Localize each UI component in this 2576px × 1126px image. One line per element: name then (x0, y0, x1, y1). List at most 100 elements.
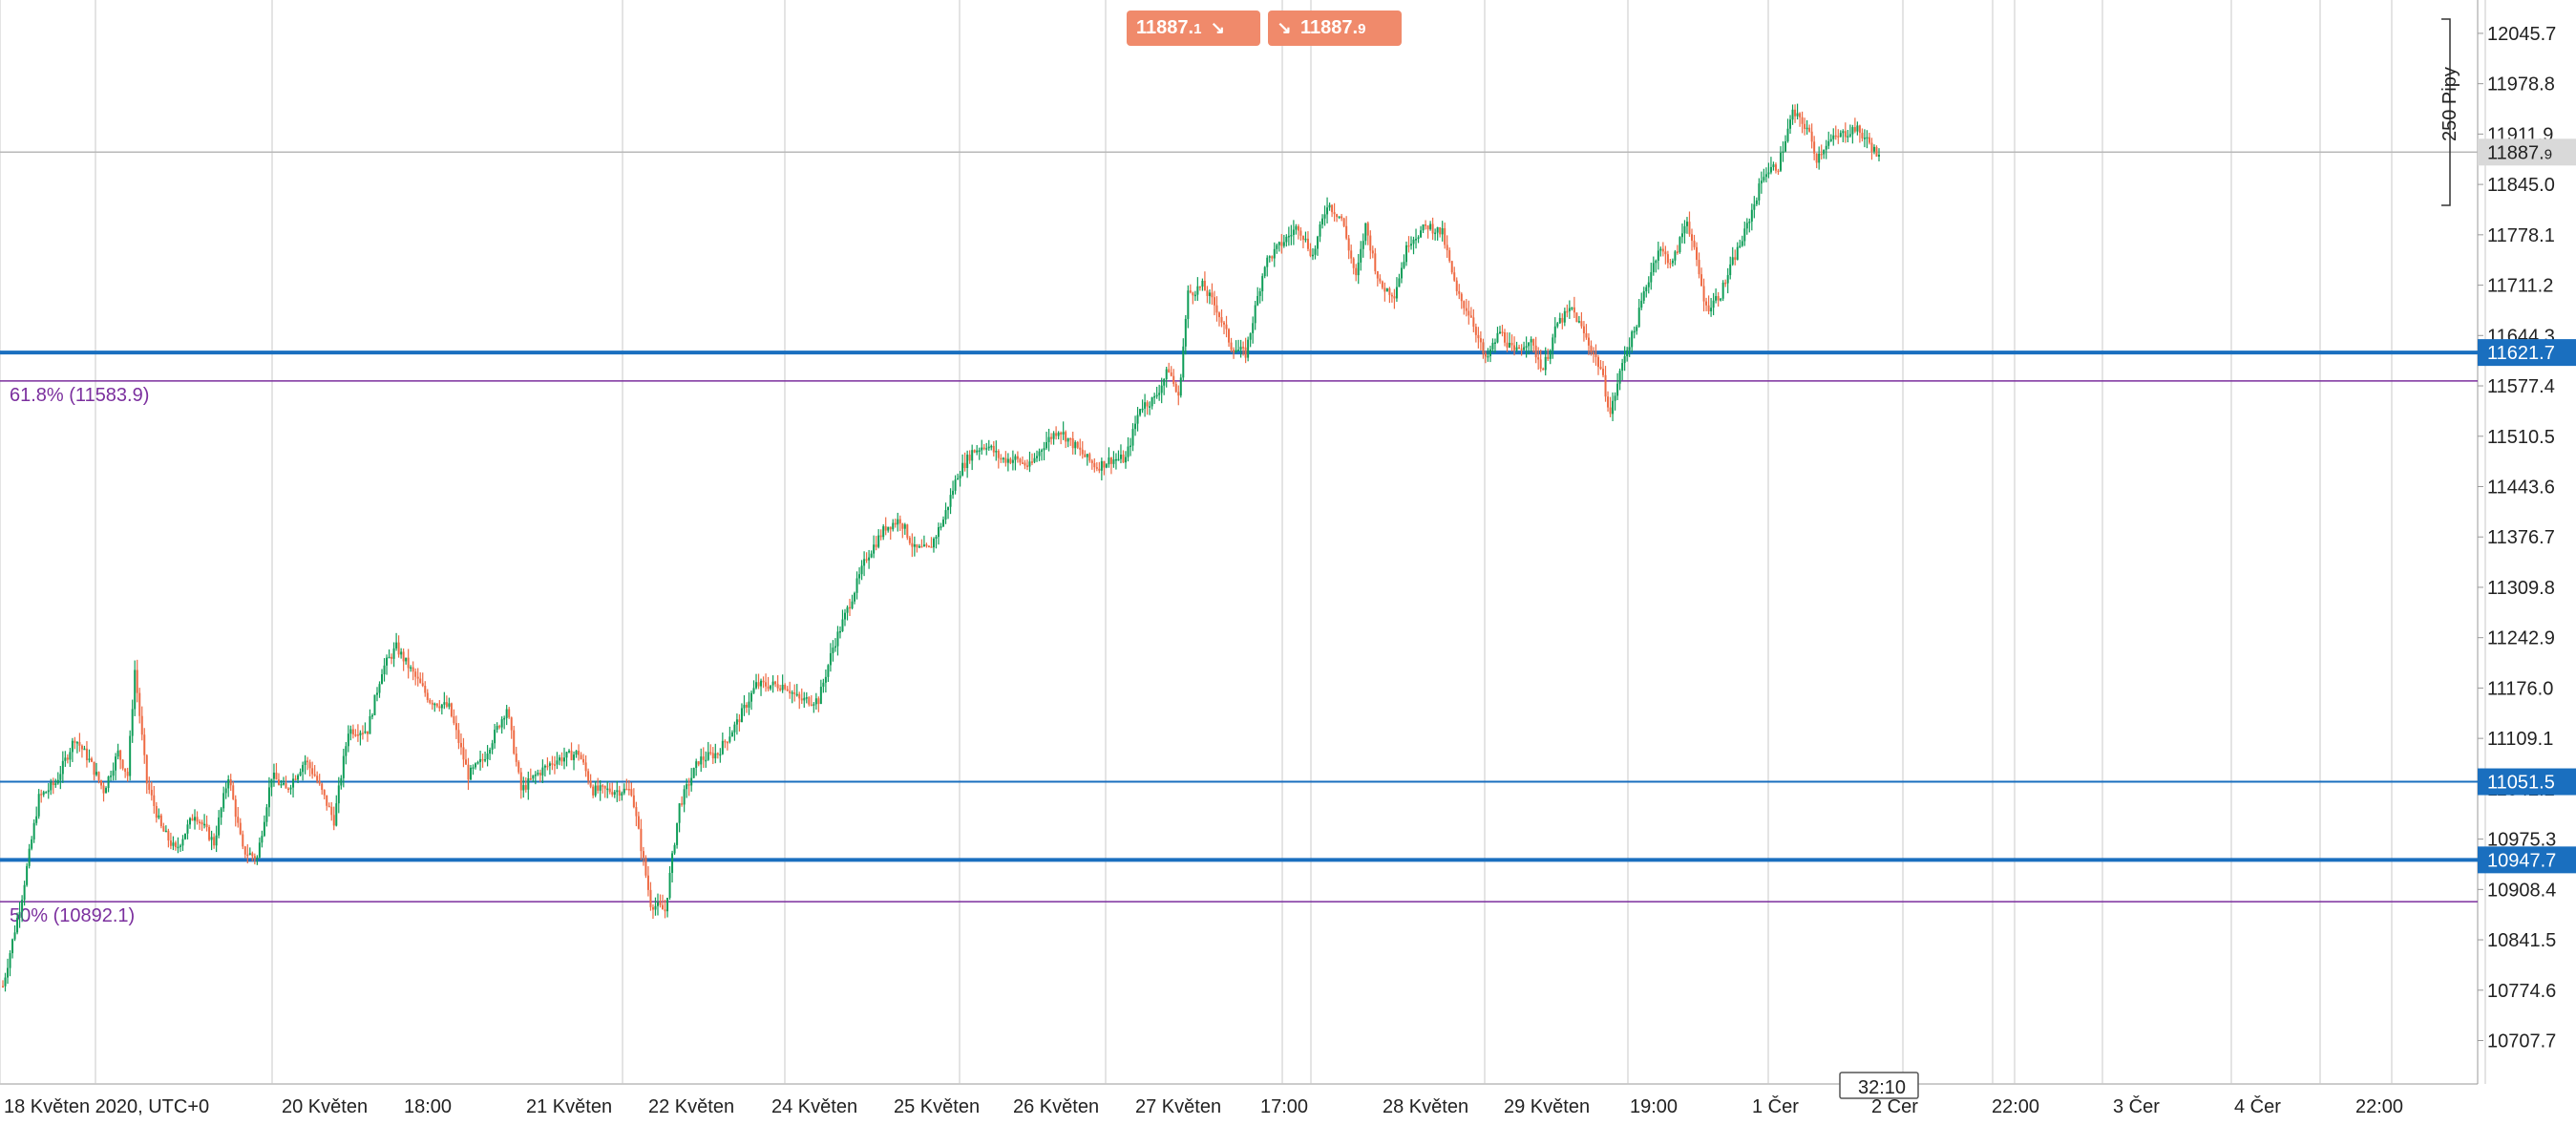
candle-body (64, 757, 67, 761)
candle-body (870, 553, 873, 558)
candle-body (479, 758, 482, 763)
candle-body (140, 715, 143, 735)
candle-body (1657, 250, 1659, 261)
candle-body (256, 857, 259, 860)
candle-body (954, 479, 957, 491)
candle-body (860, 565, 863, 575)
sell-button[interactable]: 11887.1 ↘ (1127, 11, 1260, 46)
candle-body (868, 557, 871, 561)
candle-body (272, 773, 275, 779)
candle-body (765, 682, 768, 687)
candle-body (71, 740, 74, 753)
candle-body (702, 756, 705, 760)
y-tick-label: 11845.0 (2487, 175, 2555, 196)
candle-body (277, 779, 280, 785)
candle-body (1071, 437, 1074, 449)
candle-body (1755, 200, 1758, 204)
candle-body (433, 703, 436, 706)
candle-body (1726, 275, 1729, 284)
candle-body (1112, 459, 1115, 464)
x-tick-label: 3 Čer (2113, 1095, 2160, 1117)
candle-body (1575, 312, 1578, 323)
candle-body (1114, 458, 1117, 461)
candle-body (162, 826, 165, 832)
candle-body (1109, 457, 1112, 464)
candle-body (361, 733, 364, 734)
candle-body (795, 693, 798, 696)
candle-body (616, 790, 619, 793)
candle-body (289, 787, 292, 790)
candle-body (630, 789, 633, 796)
candle-body (150, 789, 153, 796)
candle-body (265, 807, 268, 822)
candle-body (421, 683, 424, 687)
candle-body (814, 698, 817, 705)
candle-body (205, 823, 208, 828)
candle-body (553, 764, 556, 766)
candle-body (388, 656, 391, 659)
candle-body (537, 773, 539, 775)
candle-body (1450, 261, 1453, 273)
candle-body (599, 785, 602, 791)
candle-body (570, 751, 573, 760)
candle-body (748, 701, 750, 708)
candle-body (733, 724, 736, 733)
candle-body (551, 763, 554, 765)
candle-body (186, 824, 189, 834)
candle-body (1184, 318, 1187, 347)
candle-body (903, 524, 906, 529)
candle-body (865, 559, 868, 561)
candle-body (1333, 212, 1336, 215)
candle-body (311, 768, 314, 775)
candle-body (1093, 462, 1096, 468)
candle-body (1582, 326, 1585, 333)
candle-body (1633, 330, 1636, 333)
candle-body (332, 815, 335, 826)
candle-body (1326, 207, 1329, 215)
candle-body (1233, 350, 1235, 352)
candle-body (1223, 322, 1226, 325)
candle-body (7, 967, 10, 978)
candle-body (961, 462, 964, 476)
candle-body (1127, 446, 1130, 457)
candle-body (74, 740, 76, 743)
candle-body (884, 526, 887, 531)
candle-body (239, 822, 242, 835)
candle-body (1825, 145, 1827, 150)
candle-body (263, 821, 265, 837)
candle-body (1491, 342, 1494, 350)
candle-body (75, 742, 78, 744)
candle-body (304, 760, 306, 765)
candle-body (1820, 153, 1823, 156)
candle-body (26, 865, 29, 885)
candle-body (188, 818, 191, 825)
candle-body (159, 815, 162, 827)
candle-body (1674, 251, 1677, 261)
candle-body (863, 559, 866, 566)
candle-body (774, 681, 777, 685)
candle-body (841, 619, 844, 631)
candle-body (1763, 177, 1765, 181)
candle-body (164, 830, 167, 833)
horizontal-level-tag (2478, 846, 2576, 874)
measure-bracket[interactable] (2441, 18, 2451, 206)
candle-body (1168, 369, 1171, 372)
candle-body (1090, 460, 1093, 463)
candle-body (1484, 353, 1487, 357)
candle-body (1685, 222, 1688, 226)
candle-body (621, 793, 623, 797)
candle-body (646, 875, 649, 890)
candle-body (340, 777, 343, 786)
candle-body (1069, 437, 1072, 440)
buy-button[interactable]: ↘ 11887.9 (1268, 11, 1402, 46)
candle-body (1552, 337, 1554, 351)
candle-body (770, 685, 772, 690)
candle-body (1580, 321, 1583, 327)
candle-body (472, 767, 475, 769)
candle-body (978, 450, 981, 452)
candle-body (834, 646, 836, 648)
candle-body (750, 692, 752, 702)
candle-body (1065, 432, 1067, 442)
